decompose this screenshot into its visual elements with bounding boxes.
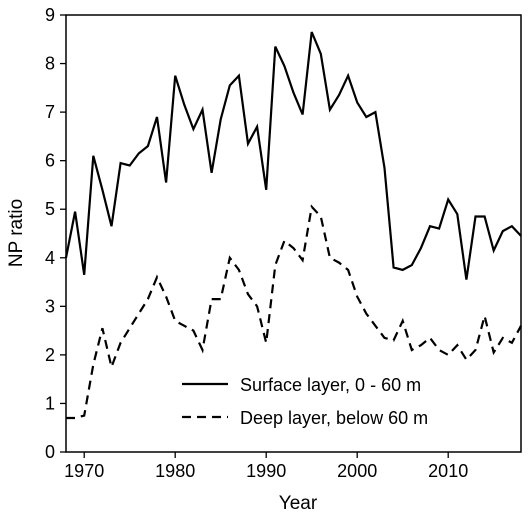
x-tick-label: 1990 — [246, 461, 286, 481]
legend: Surface layer, 0 - 60 m Deep layer, belo… — [182, 375, 428, 428]
y-axis-ticks: 0 1 2 3 4 5 6 7 8 9 — [45, 5, 66, 462]
y-tick-label: 4 — [45, 248, 55, 268]
x-tick-label: 1980 — [155, 461, 195, 481]
y-tick-label: 3 — [45, 296, 55, 316]
y-tick-label: 5 — [45, 199, 55, 219]
y-tick-label: 8 — [45, 54, 55, 74]
x-tick-label: 1970 — [64, 461, 104, 481]
y-tick-label: 6 — [45, 151, 55, 171]
x-axis-ticks: 1970 1980 1990 2000 2010 — [64, 452, 468, 481]
x-tick-label: 2010 — [428, 461, 468, 481]
y-tick-label: 1 — [45, 393, 55, 413]
x-axis-label: Year — [279, 493, 318, 514]
series-layer — [64, 31, 522, 420]
x-tick-label: 2000 — [337, 461, 377, 481]
y-tick-label: 9 — [45, 5, 55, 25]
y-tick-label: 2 — [45, 345, 55, 365]
series-line-surface — [64, 31, 522, 280]
y-tick-label: 7 — [45, 102, 55, 122]
series-line-deep — [66, 204, 522, 420]
legend-label-surface: Surface layer, 0 - 60 m — [240, 375, 421, 395]
y-axis-label: NP ratio — [6, 199, 27, 267]
y-tick-label: 0 — [45, 442, 55, 462]
plot-area-frame — [65, 14, 522, 453]
legend-label-deep: Deep layer, below 60 m — [240, 408, 428, 428]
